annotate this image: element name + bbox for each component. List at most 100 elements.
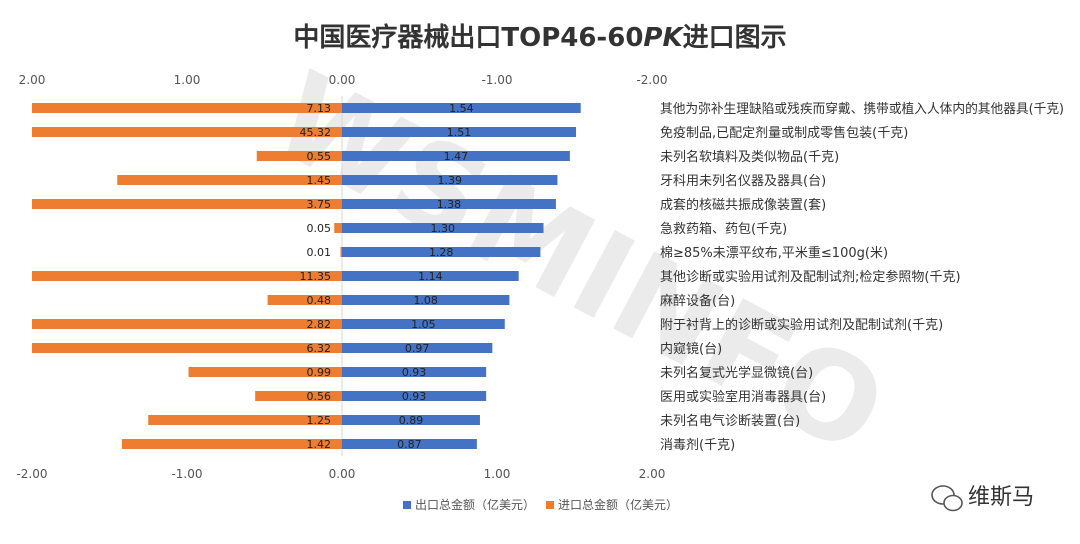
import-bar [148,415,342,425]
export-bar [342,343,493,353]
export-bar [342,391,487,401]
export-bars [342,103,581,449]
import-bar [267,295,342,305]
import-value-label: 3.75 [307,198,332,211]
import-value-label: 0.99 [307,366,332,379]
bottom-tick-label: 1.00 [484,467,511,481]
export-value-label: 1.51 [447,126,472,139]
export-bar [342,175,558,185]
category-label: 消毒剂(千克) [660,438,735,453]
export-value-label: 0.97 [405,342,430,355]
axes: 2.00 1.00 0.00 -1.00 -2.00 -2.00 -1.00 0.00 1.00… [16,73,667,481]
import-bars [32,103,343,449]
wechat-icon-bubble [943,494,963,512]
import-value-label: 6.32 [307,342,332,355]
import-bar [32,343,342,353]
category-label: 医用或实验室用消毒器具(台) [660,389,826,405]
import-value-label: 0.01 [307,246,332,259]
export-value-label: 1.47 [444,150,469,163]
import-value-label: 0.55 [307,150,332,163]
category-label: 附于衬背上的诊断或实验用试剂及配制试剂(千克) [660,317,943,333]
export-value-label: 1.39 [437,174,462,187]
export-bar [342,223,544,233]
data-labels: 7.13 1.54 45.32 1.51 0.55 1.47 1.45 1.39 3.75 1.3… [300,102,474,451]
import-bar [32,103,342,113]
import-bar [32,319,342,329]
export-value-label: 0.93 [402,390,427,403]
import-bar [32,271,342,281]
category-label: 其他诊断或实验用试剂及配制试剂;检定参照物(千克) [660,269,961,285]
import-value-label: 11.35 [300,270,332,283]
import-value-label: 1.45 [307,174,332,187]
import-bar [117,175,342,185]
export-bar [342,103,581,113]
import-value-label: 45.32 [300,126,332,139]
category-label: 未列名软填料及类似物品(千克) [660,149,839,165]
import-value-label: 7.13 [307,102,332,115]
export-bar [342,247,541,257]
export-bar [342,127,577,137]
export-value-label: 0.87 [397,438,422,451]
export-bar [342,199,556,209]
top-tick-label: -1.00 [481,73,512,87]
export-value-label: 1.54 [449,102,474,115]
category-label: 免疫制品,已配定剂量或制成零售包装(千克) [660,125,908,141]
legend: 出口总金额（亿美元） 进口总金额（亿美元） [403,497,678,512]
import-value-label: 2.82 [307,318,332,331]
export-bar [342,271,519,281]
export-value-label: 0.93 [402,366,427,379]
import-bar [340,247,342,257]
category-label: 麻醉设备(台) [660,293,735,309]
export-value-label: 1.30 [431,222,456,235]
legend-label-import: 进口总金额（亿美元） [558,497,678,512]
import-bar [121,439,343,449]
top-tick-label: 2.00 [19,73,46,87]
export-value-label: 1.14 [418,270,443,283]
export-value-label: 1.38 [437,198,462,211]
chart-title: 中国医疗器械出口TOP46-60PK进口图示 [293,22,786,53]
export-bar [342,415,480,425]
export-value-label: 1.28 [429,246,454,259]
import-bar [334,223,342,233]
category-label: 急救药箱、药包(千克) [660,221,787,237]
legend-swatch-import [546,501,554,509]
export-value-label: 1.05 [411,318,436,331]
top-tick-label: -2.00 [636,73,667,87]
import-bar [256,151,342,161]
top-tick-label: 1.00 [174,73,201,87]
legend-label-export: 出口总金额（亿美元） [415,497,535,512]
import-value-label: 0.56 [307,390,332,403]
import-value-label: 0.05 [307,222,332,235]
category-labels: 其他为弥补生理缺陷或残疾而穿戴、携带或植入人体内的其他器具(千克) 免疫制品,已配… [660,101,1064,453]
export-bar [342,439,477,449]
export-bar [342,319,505,329]
export-bar [342,151,570,161]
category-label: 牙科用未列名仪器及器具(台) [660,173,826,189]
bottom-tick-label: -2.00 [16,467,47,481]
brand-logo: 维斯马 [931,485,1034,512]
category-label: 内窥镜(台) [660,341,722,357]
brand-name: 维斯马 [968,485,1034,510]
import-bar [255,391,342,401]
category-label: 其他为弥补生理缺陷或残疾而穿戴、携带或植入人体内的其他器具(千克) [660,101,1064,117]
import-bar [32,127,342,137]
category-label: 成套的核磁共振成像装置(套) [660,197,826,213]
export-bar [342,295,510,305]
export-value-label: 1.08 [413,294,438,307]
import-value-label: 1.42 [307,438,332,451]
export-bar [342,367,487,377]
category-label: 未列名复式光学显微镜(台) [660,365,813,381]
category-label: 棉≥85%未漂平纹布,平米重≤100g(米) [660,245,888,261]
import-value-label: 1.25 [307,414,332,427]
category-label: 未列名电气诊断装置(台) [660,413,800,429]
bottom-tick-label: 0.00 [329,467,356,481]
import-value-label: 0.48 [307,294,332,307]
import-bar [32,199,342,209]
import-bar [188,367,342,377]
legend-swatch-export [403,501,411,509]
bottom-tick-label: 2.00 [639,467,666,481]
export-value-label: 0.89 [399,414,424,427]
top-tick-label: 0.00 [329,73,356,87]
bottom-tick-label: -1.00 [171,467,202,481]
